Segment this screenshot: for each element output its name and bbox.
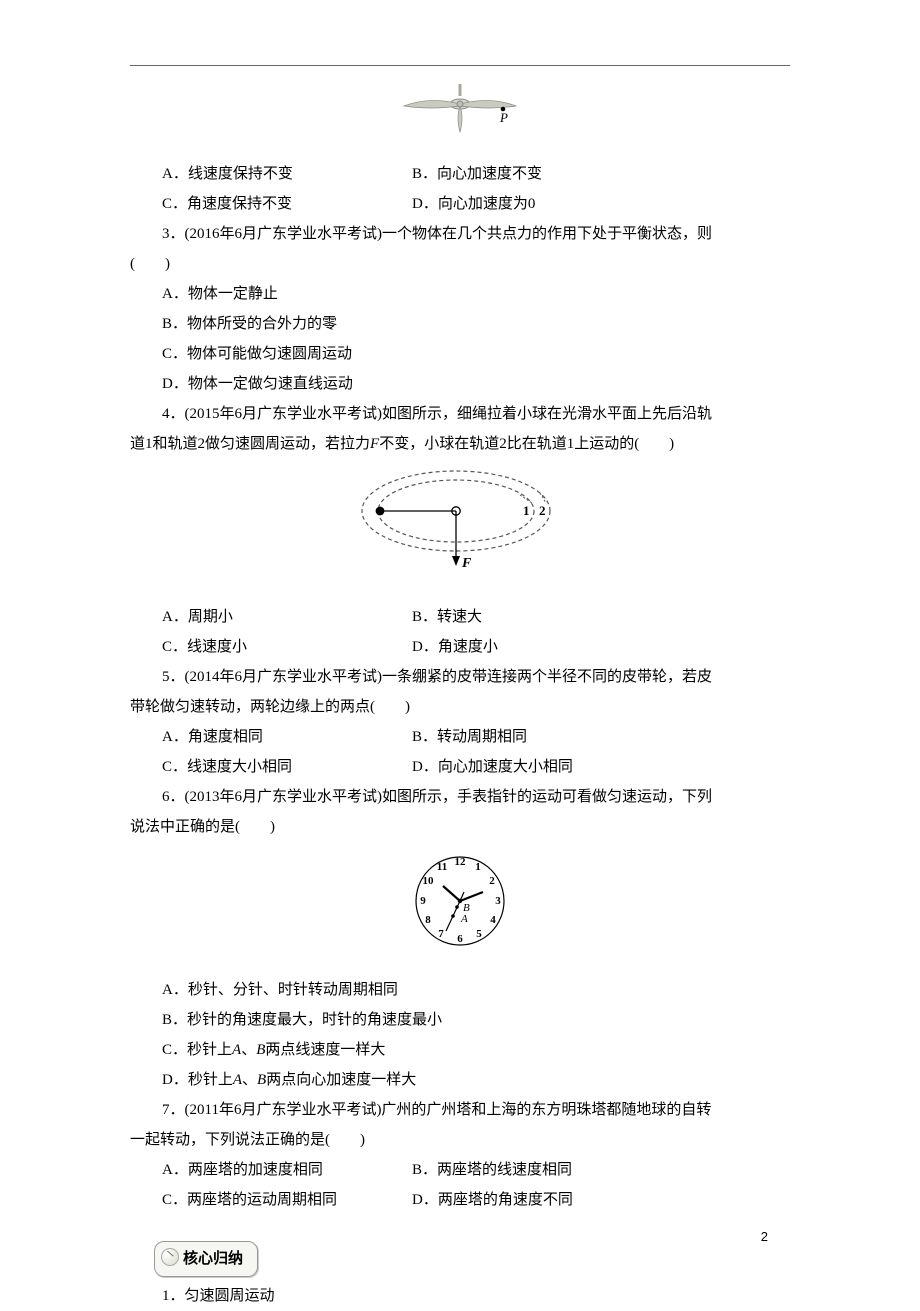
q7-options: A．两座塔的加速度相同 C．两座塔的运动周期相同 B．两座塔的线速度相同 D．两…	[162, 1155, 790, 1215]
svg-text:2: 2	[539, 503, 546, 518]
svg-text:8: 8	[425, 914, 431, 926]
section-title: 核心归纳	[183, 1251, 243, 1267]
svg-text:9: 9	[420, 895, 426, 907]
q7-stem-line2: 一起转动，下列说法正确的是( )	[130, 1125, 790, 1155]
q3-opt-a: A．物体一定静止	[162, 279, 790, 309]
q6-stem-line1: 6．(2013年6月广东学业水平考试)如图所示，手表指针的运动可看做匀速运动，下…	[130, 782, 790, 812]
pencil-icon	[161, 1248, 179, 1266]
svg-text:7: 7	[438, 928, 444, 940]
q6-opt-c: C．秒针上A、B两点线速度一样大	[162, 1035, 790, 1065]
svg-text:F: F	[461, 556, 472, 571]
svg-text:11: 11	[437, 861, 447, 873]
figure-fan: P	[130, 84, 790, 151]
q7-opt-a: A．两座塔的加速度相同	[162, 1155, 412, 1185]
q5-opt-b: B．转动周期相同	[412, 722, 662, 752]
q2-opt-b: B．向心加速度不变	[412, 159, 662, 189]
figure-orbits: F 1 2	[130, 463, 790, 594]
svg-text:2: 2	[489, 875, 495, 887]
q4-options: A．周期小 C．线速度小 B．转速大 D．角速度小	[162, 602, 790, 662]
q5-options: A．角速度相同 C．线速度大小相同 B．转动周期相同 D．向心加速度大小相同	[162, 722, 790, 782]
q5-stem-line2: 带轮做匀速转动，两轮边缘上的两点( )	[130, 692, 790, 722]
q6-opt-a: A．秒针、分针、时针转动周期相同	[162, 975, 790, 1005]
q4-opt-a: A．周期小	[162, 602, 412, 632]
svg-text:A: A	[460, 913, 468, 925]
q4-opt-b: B．转速大	[412, 602, 662, 632]
figure-clock: 12 1 2 3 4 5 6 7 8 9 10 11 A B	[130, 846, 790, 967]
q2-opt-c: C．角速度保持不变	[162, 189, 412, 219]
svg-text:12: 12	[455, 856, 467, 868]
clock-svg: 12 1 2 3 4 5 6 7 8 9 10 11 A B	[405, 846, 515, 956]
q7-stem-line1: 7．(2011年6月广东学业水平考试)广州的广州塔和上海的东方明珠塔都随地球的自…	[130, 1095, 790, 1125]
q5-stem-line1: 5．(2014年6月广东学业水平考试)一条绷紧的皮带连接两个半径不同的皮带轮，若…	[130, 662, 790, 692]
svg-text:4: 4	[490, 914, 496, 926]
q5-opt-c: C．线速度大小相同	[162, 752, 412, 782]
q5-opt-a: A．角速度相同	[162, 722, 412, 752]
q6-opt-b: B．秒针的角速度最大，时针的角速度最小	[162, 1005, 790, 1035]
q7-opt-c: C．两座塔的运动周期相同	[162, 1185, 412, 1215]
q3-stem-line1: 3．(2016年6月广东学业水平考试)一个物体在几个共点力的作用下处于平衡状态，…	[130, 219, 790, 249]
svg-text:B: B	[463, 902, 470, 914]
q4-opt-c: C．线速度小	[162, 632, 412, 662]
q3-opt-b: B．物体所受的合外力的零	[162, 309, 790, 339]
q4-stem-line1: 4．(2015年6月广东学业水平考试)如图所示，细绳拉着小球在光滑水平面上先后沿…	[130, 399, 790, 429]
q2-opt-d: D．向心加速度为0	[412, 189, 662, 219]
q3-stem-line2: ( )	[130, 249, 790, 279]
q4-stem-line2: 道1和轨道2做匀速圆周运动，若拉力F不变，小球在轨道2比在轨道1上运动的( )	[130, 429, 790, 459]
svg-text:1: 1	[523, 503, 530, 518]
q3-opt-d: D．物体一定做匀速直线运动	[162, 369, 790, 399]
top-rule	[130, 65, 790, 66]
q3-opt-c: C．物体可能做匀速圆周运动	[162, 339, 790, 369]
section-badge: 核心归纳	[154, 1241, 790, 1277]
svg-text:5: 5	[476, 928, 482, 940]
q7-opt-b: B．两座塔的线速度相同	[412, 1155, 662, 1185]
q5-opt-d: D．向心加速度大小相同	[412, 752, 662, 782]
fan-svg: P	[390, 84, 530, 140]
svg-text:10: 10	[423, 875, 435, 887]
svg-text:1: 1	[475, 861, 481, 873]
fan-p-label: P	[499, 110, 508, 125]
q6-stem-line2: 说法中正确的是( )	[130, 812, 790, 842]
svg-text:6: 6	[457, 933, 463, 945]
q2-options: A．线速度保持不变 C．角速度保持不变 B．向心加速度不变 D．向心加速度为0	[162, 159, 790, 219]
q7-opt-d: D．两座塔的角速度不同	[412, 1185, 662, 1215]
orbit-svg: F 1 2	[350, 463, 570, 583]
q6-opt-d: D．秒针上A、B两点向心加速度一样大	[162, 1065, 790, 1095]
q2-opt-a: A．线速度保持不变	[162, 159, 412, 189]
q4-opt-d: D．角速度小	[412, 632, 662, 662]
page-number: 2	[761, 1224, 768, 1250]
svg-text:3: 3	[495, 895, 501, 907]
note-1: 1．匀速圆周运动	[130, 1281, 790, 1311]
